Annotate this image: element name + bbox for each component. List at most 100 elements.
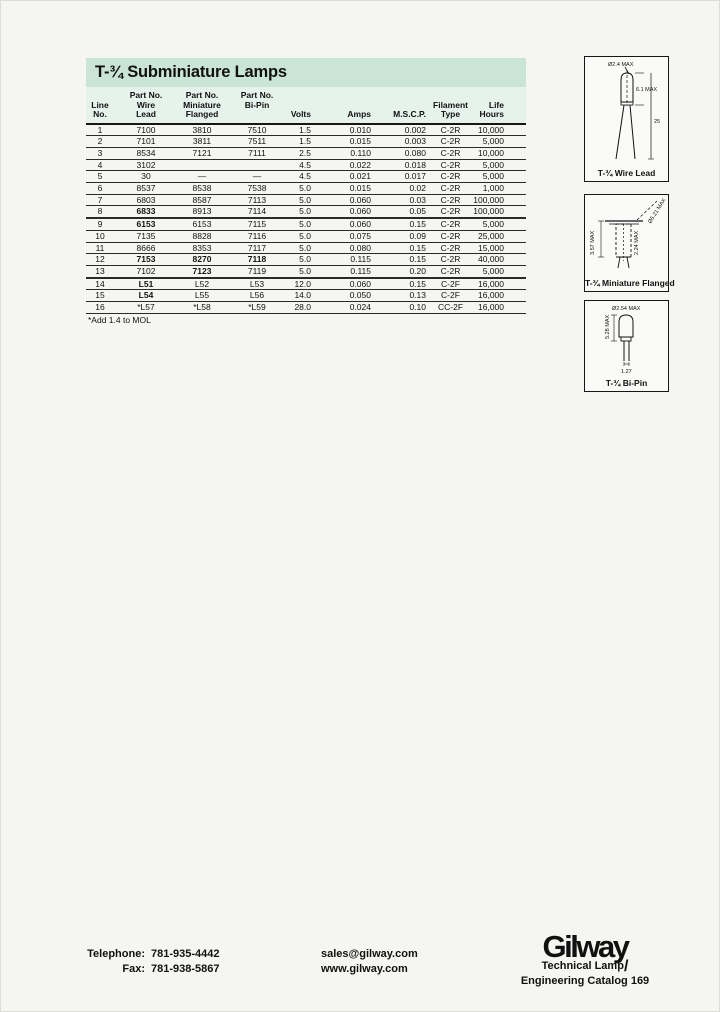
cell-line-no: 3 (86, 147, 114, 160)
table-header-row: Line No. Part No. Wire Lead Part No. Miniatu… (86, 87, 526, 125)
cell-bi-pin: 7115 (226, 218, 288, 231)
cell-life-hours: 5,000 (468, 159, 526, 172)
dimension-label: 2.24 MAX (634, 231, 640, 255)
cell-line-no: 5 (86, 170, 114, 184)
logo-tagline: Technical Lamp/ (541, 958, 629, 975)
table-row: 1 7100 3810 7510 1.5 0.010 0.002 C-2R 10… (86, 123, 526, 137)
cell-life-hours: 15,000 (468, 242, 526, 255)
dimension-label: Ø5.21 MAX (647, 197, 667, 225)
cell-volts: 2.5 (288, 147, 318, 160)
cell-amps: 0.060 (318, 194, 378, 207)
cell-life-hours: 100,000 (468, 205, 526, 220)
telephone-number: 781-935-4442 (151, 948, 220, 960)
cell-amps: 0.080 (318, 242, 378, 255)
cell-line-no: 9 (86, 218, 114, 231)
cell-line-no: 6 (86, 182, 114, 195)
cell-wire-lead: 8534 (114, 147, 178, 160)
cell-wire-lead: 3102 (114, 159, 178, 172)
cell-filament-type: C-2F (433, 289, 468, 303)
cell-volts: 1.5 (288, 135, 318, 148)
miniature-flanged-diagram-icon: Ø5.21 MAX 3.57 MAX 2.24 MAX (590, 197, 668, 269)
cell-wire-lead: L51 (114, 277, 178, 291)
email-text: sales@gilway.com (321, 948, 418, 960)
cell-line-no: 16 (86, 301, 114, 314)
col-header-wire-lead: Part No. Wire Lead (114, 87, 178, 125)
cell-amps: 0.075 (318, 230, 378, 243)
cell-miniature-flanged: — (178, 170, 226, 184)
cell-bi-pin: 7114 (226, 205, 288, 220)
cell-line-no: 14 (86, 277, 114, 291)
cell-mscp: 0.02 (378, 182, 433, 195)
cell-filament-type: C-2R (433, 182, 468, 195)
cell-mscp: 0.017 (378, 170, 433, 184)
cell-amps: 0.115 (318, 265, 378, 279)
cell-life-hours: 5,000 (468, 218, 526, 231)
cell-amps: 0.010 (318, 123, 378, 137)
cell-filament-type: C-2R (433, 230, 468, 243)
cell-filament-type: C-2R (433, 135, 468, 148)
cell-line-no: 2 (86, 135, 114, 148)
cell-filament-type: C-2R (433, 218, 468, 231)
cell-filament-type: C-2F (433, 277, 468, 291)
gilway-logo: Gilway Technical Lamp/ Engineering Catal… (506, 931, 664, 987)
cell-miniature-flanged: 8587 (178, 194, 226, 207)
cell-wire-lead: 7100 (114, 123, 178, 137)
cell-life-hours: 5,000 (468, 265, 526, 279)
footnote: *Add 1.4 to MOL (88, 315, 151, 325)
dimension-label: Ø2.54 MAX (612, 306, 641, 312)
col-header-line-no: Line No. (86, 87, 114, 125)
cell-life-hours: 10,000 (468, 147, 526, 160)
cell-amps: 0.015 (318, 182, 378, 195)
cell-mscp: 0.15 (378, 242, 433, 255)
cell-miniature-flanged: *L58 (178, 301, 226, 314)
cell-mscp: 0.15 (378, 277, 433, 291)
cell-amps: 0.060 (318, 277, 378, 291)
cell-mscp: 0.003 (378, 135, 433, 148)
cell-mscp: 0.13 (378, 289, 433, 303)
cell-wire-lead: 6803 (114, 194, 178, 207)
cell-volts: 4.5 (288, 159, 318, 172)
cell-amps: 0.050 (318, 289, 378, 303)
table-row: 9 6153 6153 7115 5.0 0.060 0.15 C-2R 5,0… (86, 218, 526, 231)
cell-life-hours: 16,000 (468, 289, 526, 303)
cell-line-no: 15 (86, 289, 114, 303)
cell-amps: 0.022 (318, 159, 378, 172)
cell-mscp: 0.018 (378, 159, 433, 172)
table-row: 12 7153 8270 7118 5.0 0.115 0.15 C-2R 40… (86, 253, 526, 266)
cell-filament-type: C-2R (433, 265, 468, 279)
cell-life-hours: 16,000 (468, 301, 526, 314)
dimension-label: 6.1 MAX (636, 87, 657, 93)
cell-miniature-flanged: L55 (178, 289, 226, 303)
cell-filament-type: C-2R (433, 242, 468, 255)
table-row: 15 L54 L55 L56 14.0 0.050 0.13 C-2F 16,0… (86, 289, 526, 303)
table-row: 16 *L57 *L58 *L59 28.0 0.024 0.10 CC-2F … (86, 301, 526, 314)
cell-wire-lead: 7135 (114, 230, 178, 243)
col-header-mscp: M.S.C.P. (378, 87, 433, 125)
cell-filament-type: C-2R (433, 170, 468, 184)
cell-line-no: 8 (86, 205, 114, 220)
cell-amps: 0.115 (318, 253, 378, 266)
cell-miniature-flanged: 8913 (178, 205, 226, 220)
diagram-caption: T-¾ Miniature Flanged (585, 278, 675, 288)
cell-life-hours: 25,000 (468, 230, 526, 243)
cell-filament-type: C-2R (433, 147, 468, 160)
cell-life-hours: 10,000 (468, 123, 526, 137)
cell-filament-type: C-2R (433, 123, 468, 137)
cell-miniature-flanged: 3811 (178, 135, 226, 148)
fax-number: 781-938-5867 (151, 963, 220, 975)
col-header-life-hours: Life Hours (468, 87, 526, 125)
cell-wire-lead: 30 (114, 170, 178, 184)
web-contact-block: sales@gilway.com www.gilway.com (321, 947, 418, 977)
table-row: 6 8537 8538 7538 5.0 0.015 0.02 C-2R 1,0… (86, 182, 526, 195)
table-row: 4 3102 4.5 0.022 0.018 C-2R 5,000 (86, 159, 526, 172)
cell-bi-pin: *L59 (226, 301, 288, 314)
diagram-caption: T-¾ Wire Lead (597, 168, 656, 178)
cell-mscp: 0.09 (378, 230, 433, 243)
cell-volts: 5.0 (288, 230, 318, 243)
col-header-miniature-flanged: Part No. Miniature Flanged (178, 87, 226, 125)
bi-pin-diagram-icon: Ø2.54 MAX 5.28 MAX 1.27 (605, 306, 641, 375)
cell-life-hours: 16,000 (468, 277, 526, 291)
cell-filament-type: CC-2F (433, 301, 468, 314)
cell-miniature-flanged: 3810 (178, 123, 226, 137)
cell-miniature-flanged: 7121 (178, 147, 226, 160)
